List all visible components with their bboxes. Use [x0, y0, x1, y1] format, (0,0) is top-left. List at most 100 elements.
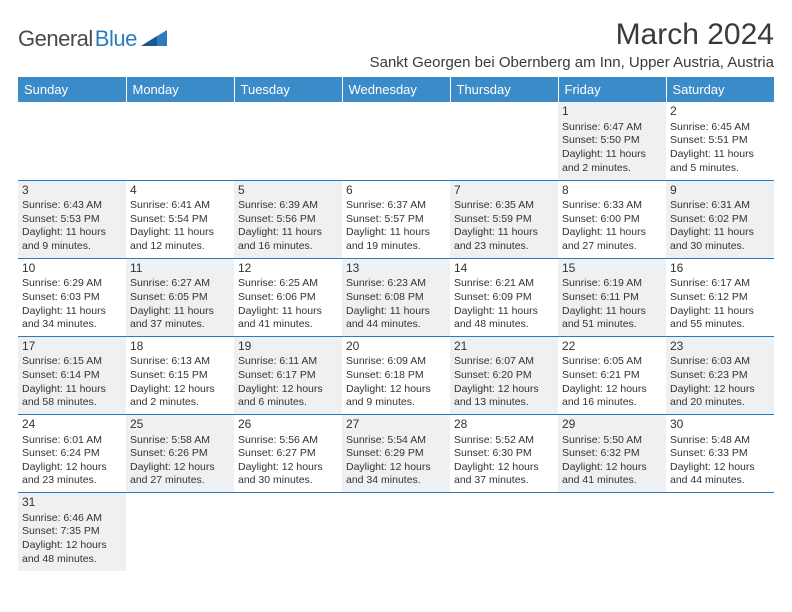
daylight-text: Daylight: 12 hours and 27 minutes. — [130, 461, 230, 488]
daylight-text: Daylight: 11 hours and 27 minutes. — [562, 226, 662, 253]
day-number: 8 — [562, 183, 662, 199]
calendar-cell: 16Sunrise: 6:17 AMSunset: 6:12 PMDayligh… — [666, 258, 774, 336]
calendar-cell: 17Sunrise: 6:15 AMSunset: 6:14 PMDayligh… — [18, 336, 126, 414]
sunset-text: Sunset: 6:33 PM — [670, 447, 770, 461]
sunrise-text: Sunrise: 6:47 AM — [562, 121, 662, 135]
day-number: 15 — [562, 261, 662, 277]
daylight-text: Daylight: 12 hours and 16 minutes. — [562, 383, 662, 410]
sunset-text: Sunset: 6:30 PM — [454, 447, 554, 461]
sunset-text: Sunset: 5:54 PM — [130, 213, 230, 227]
day-number: 27 — [346, 417, 446, 433]
daylight-text: Daylight: 12 hours and 9 minutes. — [346, 383, 446, 410]
daylight-text: Daylight: 11 hours and 34 minutes. — [22, 305, 122, 332]
sunset-text: Sunset: 5:51 PM — [670, 134, 770, 148]
sunrise-text: Sunrise: 6:19 AM — [562, 277, 662, 291]
sunset-text: Sunset: 5:59 PM — [454, 213, 554, 227]
day-number: 11 — [130, 261, 230, 277]
calendar-table: SundayMondayTuesdayWednesdayThursdayFrid… — [18, 77, 774, 571]
sunset-text: Sunset: 6:14 PM — [22, 369, 122, 383]
calendar-cell: 26Sunrise: 5:56 AMSunset: 6:27 PMDayligh… — [234, 414, 342, 492]
sunset-text: Sunset: 6:12 PM — [670, 291, 770, 305]
sunset-text: Sunset: 6:09 PM — [454, 291, 554, 305]
daylight-text: Daylight: 11 hours and 58 minutes. — [22, 383, 122, 410]
sunrise-text: Sunrise: 6:27 AM — [130, 277, 230, 291]
daylight-text: Daylight: 11 hours and 48 minutes. — [454, 305, 554, 332]
day-number: 3 — [22, 183, 122, 199]
weekday-header: Sunday — [18, 77, 126, 102]
day-number: 18 — [130, 339, 230, 355]
daylight-text: Daylight: 11 hours and 30 minutes. — [670, 226, 770, 253]
daylight-text: Daylight: 11 hours and 41 minutes. — [238, 305, 338, 332]
day-number: 17 — [22, 339, 122, 355]
header: GeneralBlue March 2024 Sankt Georgen bei… — [18, 18, 774, 71]
day-number: 26 — [238, 417, 338, 433]
sunrise-text: Sunrise: 6:39 AM — [238, 199, 338, 213]
weekday-header: Wednesday — [342, 77, 450, 102]
daylight-text: Daylight: 12 hours and 20 minutes. — [670, 383, 770, 410]
sunset-text: Sunset: 7:35 PM — [22, 525, 122, 539]
daylight-text: Daylight: 11 hours and 12 minutes. — [130, 226, 230, 253]
day-number: 31 — [22, 495, 122, 511]
sunset-text: Sunset: 5:57 PM — [346, 213, 446, 227]
daylight-text: Daylight: 11 hours and 2 minutes. — [562, 148, 662, 175]
sunset-text: Sunset: 6:11 PM — [562, 291, 662, 305]
calendar-row: 1Sunrise: 6:47 AMSunset: 5:50 PMDaylight… — [18, 102, 774, 180]
daylight-text: Daylight: 11 hours and 5 minutes. — [670, 148, 770, 175]
sunset-text: Sunset: 6:24 PM — [22, 447, 122, 461]
sunset-text: Sunset: 6:32 PM — [562, 447, 662, 461]
sunset-text: Sunset: 6:17 PM — [238, 369, 338, 383]
day-number: 10 — [22, 261, 122, 277]
calendar-cell: 11Sunrise: 6:27 AMSunset: 6:05 PMDayligh… — [126, 258, 234, 336]
calendar-cell: 15Sunrise: 6:19 AMSunset: 6:11 PMDayligh… — [558, 258, 666, 336]
sunset-text: Sunset: 6:05 PM — [130, 291, 230, 305]
sunrise-text: Sunrise: 6:09 AM — [346, 355, 446, 369]
day-number: 7 — [454, 183, 554, 199]
weekday-header: Friday — [558, 77, 666, 102]
calendar-page: GeneralBlue March 2024 Sankt Georgen bei… — [0, 0, 792, 571]
day-number: 21 — [454, 339, 554, 355]
day-number: 12 — [238, 261, 338, 277]
calendar-cell: 6Sunrise: 6:37 AMSunset: 5:57 PMDaylight… — [342, 180, 450, 258]
sunrise-text: Sunrise: 6:15 AM — [22, 355, 122, 369]
calendar-cell: 29Sunrise: 5:50 AMSunset: 6:32 PMDayligh… — [558, 414, 666, 492]
logo-text-blue: Blue — [95, 26, 137, 52]
sunrise-text: Sunrise: 6:11 AM — [238, 355, 338, 369]
calendar-row: 31Sunrise: 6:46 AMSunset: 7:35 PMDayligh… — [18, 493, 774, 571]
month-title: March 2024 — [370, 18, 774, 52]
sunset-text: Sunset: 6:15 PM — [130, 369, 230, 383]
sunrise-text: Sunrise: 5:54 AM — [346, 434, 446, 448]
sunrise-text: Sunrise: 6:33 AM — [562, 199, 662, 213]
sunrise-text: Sunrise: 6:21 AM — [454, 277, 554, 291]
calendar-body: 1Sunrise: 6:47 AMSunset: 5:50 PMDaylight… — [18, 102, 774, 571]
calendar-cell — [126, 493, 234, 571]
daylight-text: Daylight: 12 hours and 34 minutes. — [346, 461, 446, 488]
daylight-text: Daylight: 11 hours and 9 minutes. — [22, 226, 122, 253]
day-number: 28 — [454, 417, 554, 433]
day-number: 2 — [670, 104, 770, 120]
calendar-cell: 22Sunrise: 6:05 AMSunset: 6:21 PMDayligh… — [558, 336, 666, 414]
sunset-text: Sunset: 6:26 PM — [130, 447, 230, 461]
calendar-cell: 1Sunrise: 6:47 AMSunset: 5:50 PMDaylight… — [558, 102, 666, 180]
weekday-header: Thursday — [450, 77, 558, 102]
calendar-cell: 3Sunrise: 6:43 AMSunset: 5:53 PMDaylight… — [18, 180, 126, 258]
sunrise-text: Sunrise: 6:41 AM — [130, 199, 230, 213]
sunset-text: Sunset: 5:56 PM — [238, 213, 338, 227]
calendar-cell — [342, 493, 450, 571]
sunrise-text: Sunrise: 6:23 AM — [346, 277, 446, 291]
calendar-cell: 10Sunrise: 6:29 AMSunset: 6:03 PMDayligh… — [18, 258, 126, 336]
daylight-text: Daylight: 12 hours and 37 minutes. — [454, 461, 554, 488]
sunrise-text: Sunrise: 6:07 AM — [454, 355, 554, 369]
calendar-cell — [18, 102, 126, 180]
calendar-cell: 21Sunrise: 6:07 AMSunset: 6:20 PMDayligh… — [450, 336, 558, 414]
sunset-text: Sunset: 6:29 PM — [346, 447, 446, 461]
calendar-cell — [666, 493, 774, 571]
calendar-cell: 18Sunrise: 6:13 AMSunset: 6:15 PMDayligh… — [126, 336, 234, 414]
sunrise-text: Sunrise: 6:17 AM — [670, 277, 770, 291]
sunset-text: Sunset: 5:50 PM — [562, 134, 662, 148]
day-number: 14 — [454, 261, 554, 277]
sunset-text: Sunset: 6:21 PM — [562, 369, 662, 383]
calendar-cell: 23Sunrise: 6:03 AMSunset: 6:23 PMDayligh… — [666, 336, 774, 414]
calendar-cell — [342, 102, 450, 180]
sunrise-text: Sunrise: 6:13 AM — [130, 355, 230, 369]
daylight-text: Daylight: 12 hours and 23 minutes. — [22, 461, 122, 488]
